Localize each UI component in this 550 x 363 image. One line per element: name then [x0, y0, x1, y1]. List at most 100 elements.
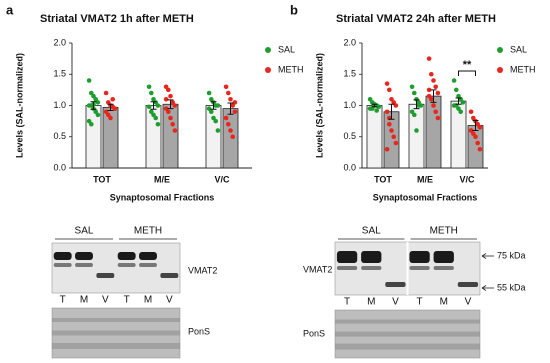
data-point: [384, 109, 390, 115]
data-point: [155, 121, 161, 127]
error-bar: [150, 101, 157, 110]
y-tick-label: 1.0: [53, 100, 66, 110]
stain-label: PonS: [303, 328, 325, 338]
band-label: VMAT2: [188, 265, 217, 275]
marker-arrow-head: [481, 285, 487, 291]
data-point: [391, 134, 397, 140]
data-point: [431, 78, 436, 83]
y-tick-label: 0.5: [53, 131, 66, 141]
data-point: [232, 100, 238, 105]
data-point: [110, 96, 115, 102]
lane-label: M: [440, 297, 448, 308]
data-point: [458, 109, 464, 115]
legend-marker: [497, 47, 503, 53]
data-point: [384, 146, 390, 152]
band: [117, 252, 136, 260]
band: [457, 282, 479, 287]
data-point: [426, 87, 432, 93]
data-point: [435, 90, 441, 96]
bar: [366, 105, 383, 169]
bar: [205, 105, 222, 169]
legend-label: METH: [510, 64, 536, 74]
data-point: [89, 121, 94, 127]
legend-marker: [497, 67, 503, 73]
stain-streak: [335, 343, 480, 350]
data-point: [166, 109, 171, 115]
band: [75, 252, 93, 260]
data-point: [370, 106, 375, 111]
data-point: [389, 128, 394, 133]
error-bar: [167, 99, 174, 110]
panel-letter: a: [6, 2, 14, 17]
data-point: [426, 56, 432, 61]
data-point: [163, 96, 169, 102]
data-point: [168, 115, 173, 121]
chart-title: Striatal VMAT2 1h after METH: [40, 13, 194, 25]
stain-streak: [335, 331, 480, 337]
x-tick-label: V/C: [459, 174, 475, 184]
y-tick-label: 0.0: [343, 162, 356, 172]
lane-label: V: [392, 297, 399, 308]
stain-streak: [52, 318, 180, 322]
error-bar: [430, 89, 437, 103]
band: [336, 251, 358, 263]
data-point: [206, 90, 212, 96]
error-bar: [227, 102, 234, 115]
data-point: [86, 78, 92, 83]
lane-label: V: [465, 297, 472, 308]
error-bar: [413, 99, 420, 110]
band: [361, 251, 382, 263]
legend-label: METH: [278, 64, 304, 74]
blot-gap: [406, 242, 409, 295]
data-point: [468, 128, 474, 133]
bar: [383, 111, 400, 169]
blot-image: [51, 242, 181, 294]
data-point: [387, 87, 392, 93]
data-point: [435, 115, 441, 121]
x-tick-label: V/C: [214, 174, 230, 184]
y-axis-label: Levels (SAL-normalized): [14, 53, 24, 158]
panel-letter: b: [290, 2, 298, 17]
stain-streak: [335, 319, 480, 324]
data-point: [429, 71, 434, 77]
error-bar: [90, 101, 97, 110]
data-point: [477, 146, 483, 152]
data-point: [387, 121, 392, 127]
chart-title: Striatal VMAT2 24h after METH: [336, 13, 496, 25]
data-point: [454, 87, 459, 93]
data-point: [473, 134, 478, 140]
y-tick-label: 2.0: [343, 37, 356, 47]
data-point: [460, 100, 466, 105]
data-point: [433, 84, 439, 90]
data-point: [412, 90, 417, 96]
data-point: [384, 81, 390, 86]
data-point: [146, 104, 152, 110]
error-bar: [388, 103, 395, 120]
error-bar: [455, 97, 462, 105]
y-tick-label: 0.5: [343, 131, 356, 141]
data-point: [374, 108, 380, 113]
data-point: [146, 84, 152, 90]
group-label: SAL: [75, 226, 94, 237]
group-label: SAL: [362, 226, 381, 237]
error-bar: [371, 103, 378, 108]
band: [96, 273, 115, 278]
legend-label: SAL: [510, 44, 527, 54]
group-label: METH: [134, 226, 162, 237]
x-tick-label: M/E: [154, 174, 170, 184]
x-axis-label: Synaptosomal Fractions: [110, 192, 215, 202]
data-point: [168, 93, 173, 99]
band: [53, 263, 72, 267]
data-point: [393, 140, 399, 146]
bar: [162, 103, 179, 169]
band: [53, 252, 72, 260]
data-point: [228, 128, 233, 133]
data-point: [223, 115, 229, 121]
y-tick-label: 0.0: [53, 162, 66, 172]
marker-arrow-head: [481, 253, 487, 259]
error-bar: [210, 101, 217, 110]
data-point: [112, 106, 118, 111]
band: [336, 266, 358, 270]
data-point: [451, 78, 457, 83]
stain-label: PonS: [188, 326, 210, 336]
